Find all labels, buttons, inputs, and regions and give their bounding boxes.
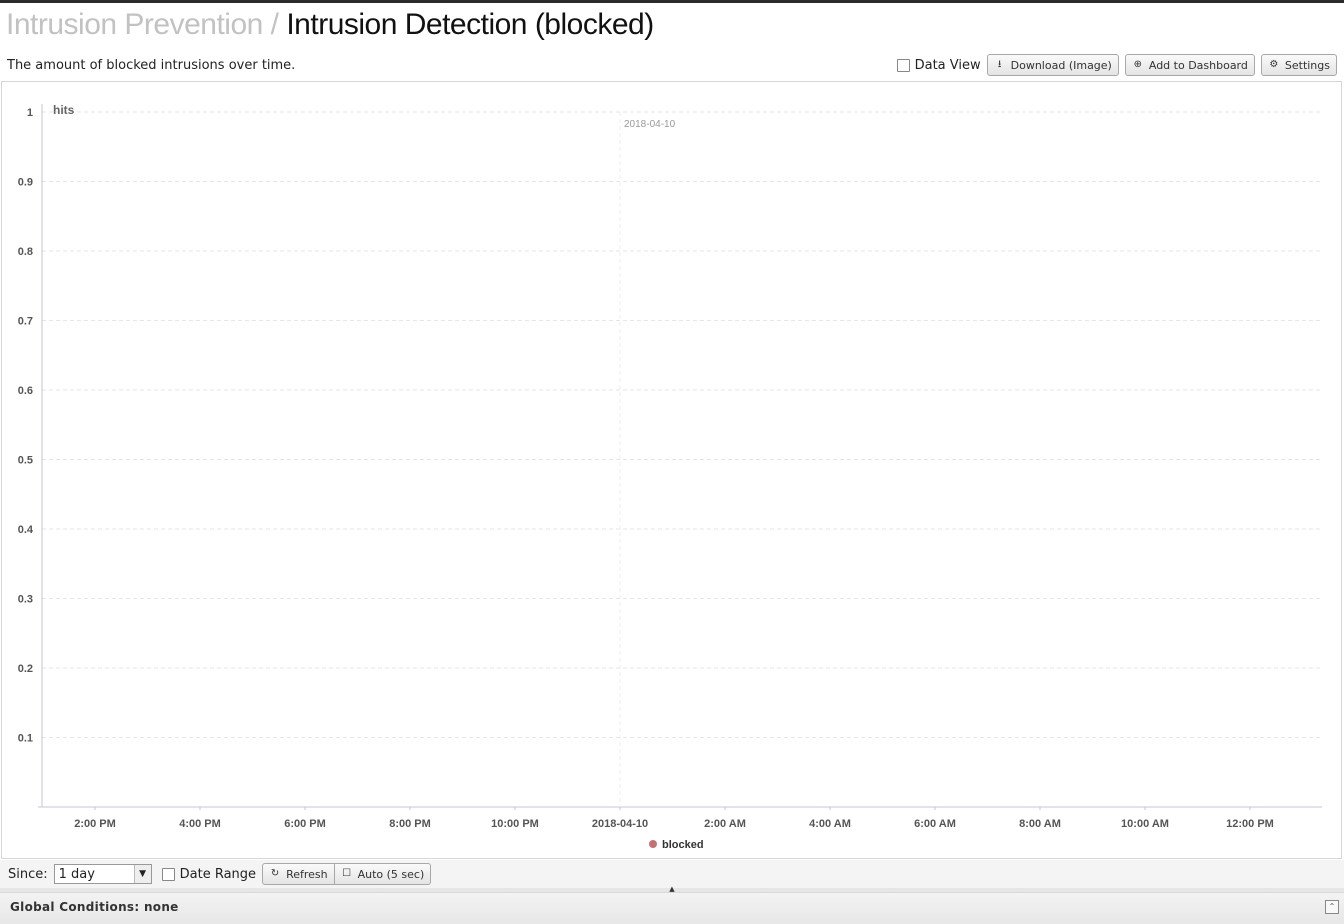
breadcrumb-parent[interactable]: Intrusion Prevention	[6, 8, 263, 41]
resize-handle-icon[interactable]: ▲	[669, 885, 675, 893]
download-image-label: Download (Image)	[1010, 58, 1112, 72]
settings-button[interactable]: ⚙ Settings	[1260, 54, 1337, 76]
data-view-checkbox[interactable]	[896, 58, 910, 72]
since-value: 1 day	[58, 866, 95, 882]
download-image-button[interactable]: ⭳ Download (Image)	[986, 54, 1119, 76]
x-tick-label: 4:00 AM	[809, 818, 851, 830]
since-label: Since:	[8, 866, 48, 882]
data-view-toggle[interactable]: Data View	[896, 57, 981, 73]
x-tick-label: 10:00 AM	[1121, 818, 1169, 830]
collapse-up-icon[interactable]: ⌃	[1325, 900, 1339, 914]
x-tick-label: 8:00 AM	[1019, 818, 1061, 830]
data-view-label: Data View	[914, 57, 981, 73]
blocked-intrusions-chart: 1 0.9 0.8 0.7 0.6 0.5 0.4 0.3 0.2 0.1 hits 2:00 PM 4…	[18, 103, 1322, 851]
date-marker-label: 2018-04-10	[624, 119, 676, 130]
x-tick-label: 2:00 AM	[704, 818, 746, 830]
date-range-label: Date Range	[179, 866, 257, 882]
refresh-icon: ↻	[270, 868, 280, 879]
refresh-button[interactable]: ↻ Refresh	[262, 863, 335, 885]
settings-label: Settings	[1284, 58, 1330, 72]
x-tick-label: 12:00 PM	[1226, 818, 1274, 830]
y-tick-label: 1	[27, 107, 33, 119]
y-tick-label: 0.8	[18, 246, 33, 258]
x-tick-label: 6:00 PM	[284, 818, 326, 830]
chevron-down-icon: ▼	[133, 865, 151, 883]
date-range-checkbox[interactable]	[161, 867, 175, 881]
auto-refresh-button[interactable]: ☐ Auto (5 sec)	[334, 863, 432, 885]
y-axis-title: hits	[53, 103, 75, 117]
x-tick-label: 2018-04-10	[592, 818, 648, 830]
report-toolbar: Data View ⭳ Download (Image) ⊕ Add to Da…	[896, 54, 1337, 76]
add-to-dashboard-label: Add to Dashboard	[1148, 58, 1248, 72]
y-tick-label: 0.4	[18, 524, 34, 536]
x-tick-label: 6:00 AM	[914, 818, 956, 830]
breadcrumb-separator: /	[262, 8, 287, 41]
breadcrumb-current: Intrusion Detection (blocked)	[286, 8, 654, 41]
y-tick-label: 0.2	[18, 663, 33, 675]
legend-label-blocked: blocked	[662, 839, 704, 851]
y-tick-label: 0.1	[18, 733, 33, 745]
top-border	[0, 0, 1344, 3]
gear-icon: ⚙	[1269, 59, 1279, 70]
y-tick-label: 0.3	[18, 594, 33, 606]
y-tick-label: 0.7	[18, 316, 33, 328]
x-tick-label: 2:00 PM	[74, 818, 116, 830]
download-icon: ⭳	[997, 59, 1002, 70]
date-range-toggle[interactable]: Date Range	[161, 866, 257, 882]
report-description: The amount of blocked intrusions over ti…	[7, 58, 296, 73]
plus-circle-icon: ⊕	[1133, 59, 1143, 70]
y-tick-label: 0.6	[18, 385, 33, 397]
global-conditions-text: Global Conditions: none	[10, 900, 179, 914]
refresh-button-group: ↻ Refresh ☐ Auto (5 sec)	[262, 863, 432, 885]
chart-panel: 1 0.9 0.8 0.7 0.6 0.5 0.4 0.3 0.2 0.1 hits 2:00 PM 4…	[1, 81, 1342, 859]
time-controls: Since: 1 day ▼ Date Range ↻ Refresh ☐ Au…	[0, 860, 1344, 888]
panel-resize-divider[interactable]: ▲	[0, 885, 1344, 893]
add-to-dashboard-button[interactable]: ⊕ Add to Dashboard	[1124, 54, 1255, 76]
checkbox-square-icon: ☐	[342, 868, 352, 879]
since-select[interactable]: 1 day ▼	[53, 864, 152, 884]
auto-refresh-label: Auto (5 sec)	[357, 867, 425, 881]
x-tick-label: 4:00 PM	[179, 818, 221, 830]
y-tick-label: 0.5	[18, 455, 33, 467]
x-tick-label: 10:00 PM	[491, 818, 539, 830]
y-tick-label: 0.9	[18, 177, 33, 189]
x-tick-label: 8:00 PM	[389, 818, 431, 830]
refresh-label: Refresh	[286, 867, 328, 881]
legend-marker-blocked	[649, 840, 657, 848]
global-conditions-bar[interactable]: Global Conditions: none ⌃	[0, 892, 1344, 924]
page-title: Intrusion Prevention / Intrusion Detecti…	[6, 8, 654, 42]
